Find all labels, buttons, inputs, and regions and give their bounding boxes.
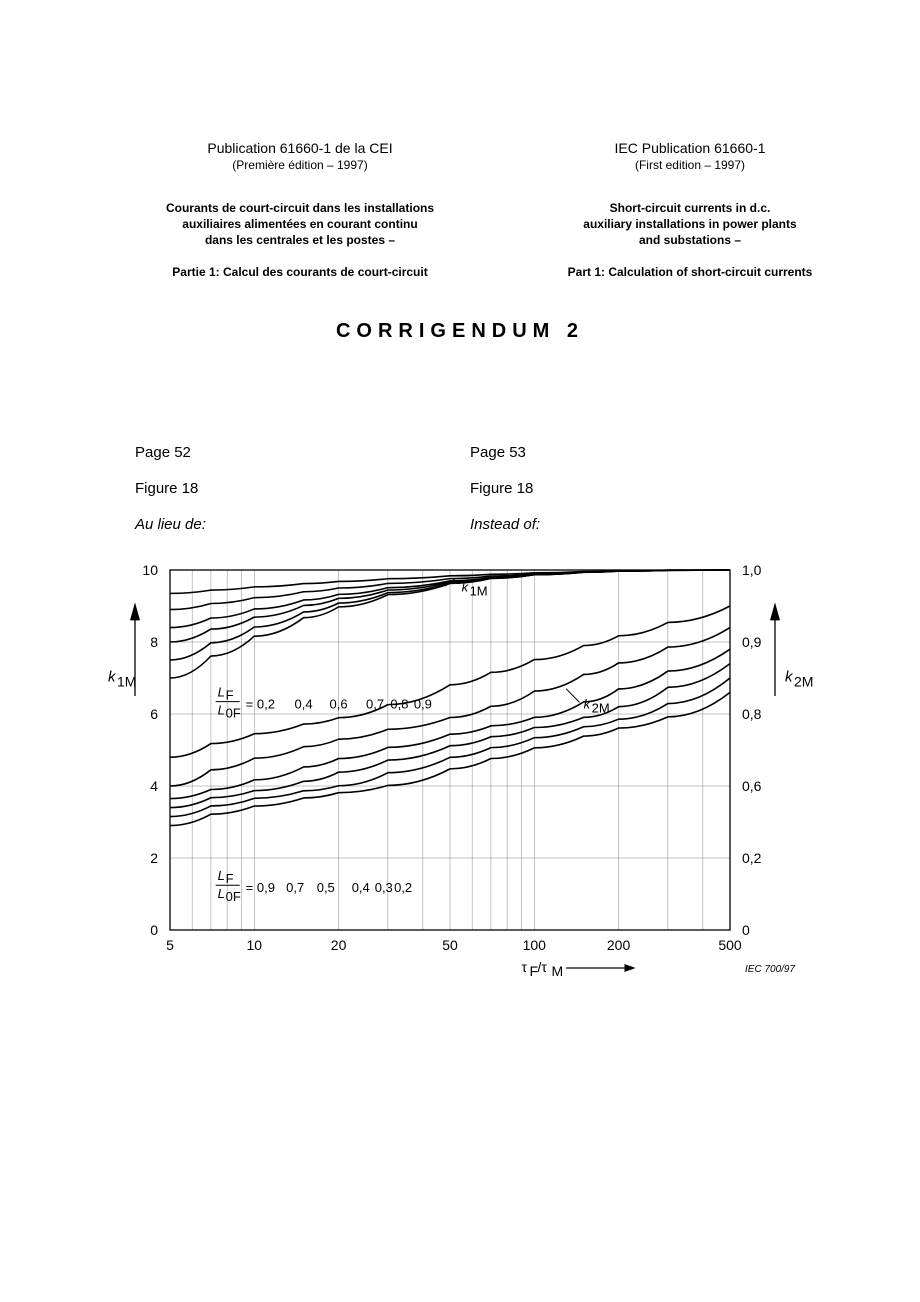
svg-text:IEC 700/97: IEC 700/97 xyxy=(745,964,795,975)
svg-text:= 0,2: = 0,2 xyxy=(246,697,275,712)
svg-text:50: 50 xyxy=(442,937,458,953)
page-ref-figure-fr: Figure 18 xyxy=(135,471,206,507)
page-ref-note-en: Instead of: xyxy=(470,507,540,543)
page-ref-figure-en: Figure 18 xyxy=(470,471,540,507)
svg-text:2M: 2M xyxy=(794,674,813,690)
svg-text:6: 6 xyxy=(150,706,158,722)
svg-text:k: k xyxy=(108,669,117,686)
page-ref-note-fr: Au lieu de: xyxy=(135,507,206,543)
svg-text:0,2: 0,2 xyxy=(394,880,412,895)
page-ref-left: Page 52 Figure 18 Au lieu de: xyxy=(135,435,206,543)
svg-text:0,2: 0,2 xyxy=(742,850,762,866)
header-right: IEC Publication 61660-1 (First edition –… xyxy=(520,140,860,279)
pub-edition-fr: (Première édition – 1997) xyxy=(130,158,470,172)
pub-edition-en: (First edition – 1997) xyxy=(520,158,860,172)
svg-text:k: k xyxy=(785,669,794,686)
pub-part-fr: Partie 1: Calcul des courants de court-c… xyxy=(130,265,470,279)
svg-text:0,5: 0,5 xyxy=(317,880,335,895)
svg-text:0,3: 0,3 xyxy=(375,880,393,895)
svg-text:0,4: 0,4 xyxy=(295,697,313,712)
pub-title-en: IEC Publication 61660-1 xyxy=(520,140,860,156)
svg-text:0,9: 0,9 xyxy=(742,634,762,650)
svg-text:k: k xyxy=(584,696,592,711)
svg-text:1,0: 1,0 xyxy=(742,562,762,578)
svg-text:0,4: 0,4 xyxy=(352,880,370,895)
svg-text:0,9: 0,9 xyxy=(414,697,432,712)
svg-text:F: F xyxy=(226,871,234,886)
svg-text:L: L xyxy=(218,703,225,718)
svg-text:8: 8 xyxy=(150,634,158,650)
page-ref-page-en: Page 53 xyxy=(470,435,540,471)
svg-text:4: 4 xyxy=(150,778,158,794)
svg-text:0,6: 0,6 xyxy=(742,778,762,794)
page-ref-page-fr: Page 52 xyxy=(135,435,206,471)
svg-text:0F: 0F xyxy=(226,889,241,904)
pub-desc-en: Short-circuit currents in d.c. auxiliary… xyxy=(520,200,860,249)
svg-text:10: 10 xyxy=(142,562,158,578)
page-ref-right: Page 53 Figure 18 Instead of: xyxy=(470,435,540,543)
svg-text:0,8: 0,8 xyxy=(390,697,408,712)
header-left: Publication 61660-1 de la CEI (Première … xyxy=(130,140,470,279)
svg-text:200: 200 xyxy=(607,937,631,953)
corrigendum-title: CORRIGENDUM 2 xyxy=(0,320,920,343)
svg-text:500: 500 xyxy=(718,937,742,953)
svg-text:100: 100 xyxy=(523,937,547,953)
svg-text:1M: 1M xyxy=(117,674,136,690)
svg-text:0,8: 0,8 xyxy=(742,706,762,722)
svg-text:/τ: /τ xyxy=(537,959,547,975)
svg-text:2M: 2M xyxy=(592,700,610,715)
svg-text:F: F xyxy=(226,688,234,703)
svg-text:2: 2 xyxy=(150,850,158,866)
svg-text:0: 0 xyxy=(742,922,750,938)
svg-text:L: L xyxy=(218,685,225,700)
pub-title-fr: Publication 61660-1 de la CEI xyxy=(130,140,470,156)
chart-figure-18: 5102050100200500024681000,20,60,80,91,0k… xyxy=(80,560,850,990)
svg-text:10: 10 xyxy=(246,937,262,953)
svg-text:L: L xyxy=(218,868,225,883)
svg-text:5: 5 xyxy=(166,937,174,953)
svg-text:M: M xyxy=(551,963,563,979)
svg-text:= 0,9: = 0,9 xyxy=(246,880,275,895)
svg-text:1M: 1M xyxy=(470,584,488,599)
svg-text:L: L xyxy=(218,886,225,901)
svg-text:0: 0 xyxy=(150,922,158,938)
svg-text:τ: τ xyxy=(521,959,527,975)
pub-desc-fr: Courants de court-circuit dans les insta… xyxy=(130,200,470,249)
svg-text:0F: 0F xyxy=(226,706,241,721)
svg-text:20: 20 xyxy=(331,937,347,953)
chart-svg: 5102050100200500024681000,20,60,80,91,0k… xyxy=(80,560,850,990)
svg-text:0,7: 0,7 xyxy=(366,697,384,712)
svg-text:0,7: 0,7 xyxy=(286,880,304,895)
pub-part-en: Part 1: Calculation of short-circuit cur… xyxy=(520,265,860,279)
svg-text:0,6: 0,6 xyxy=(330,697,348,712)
